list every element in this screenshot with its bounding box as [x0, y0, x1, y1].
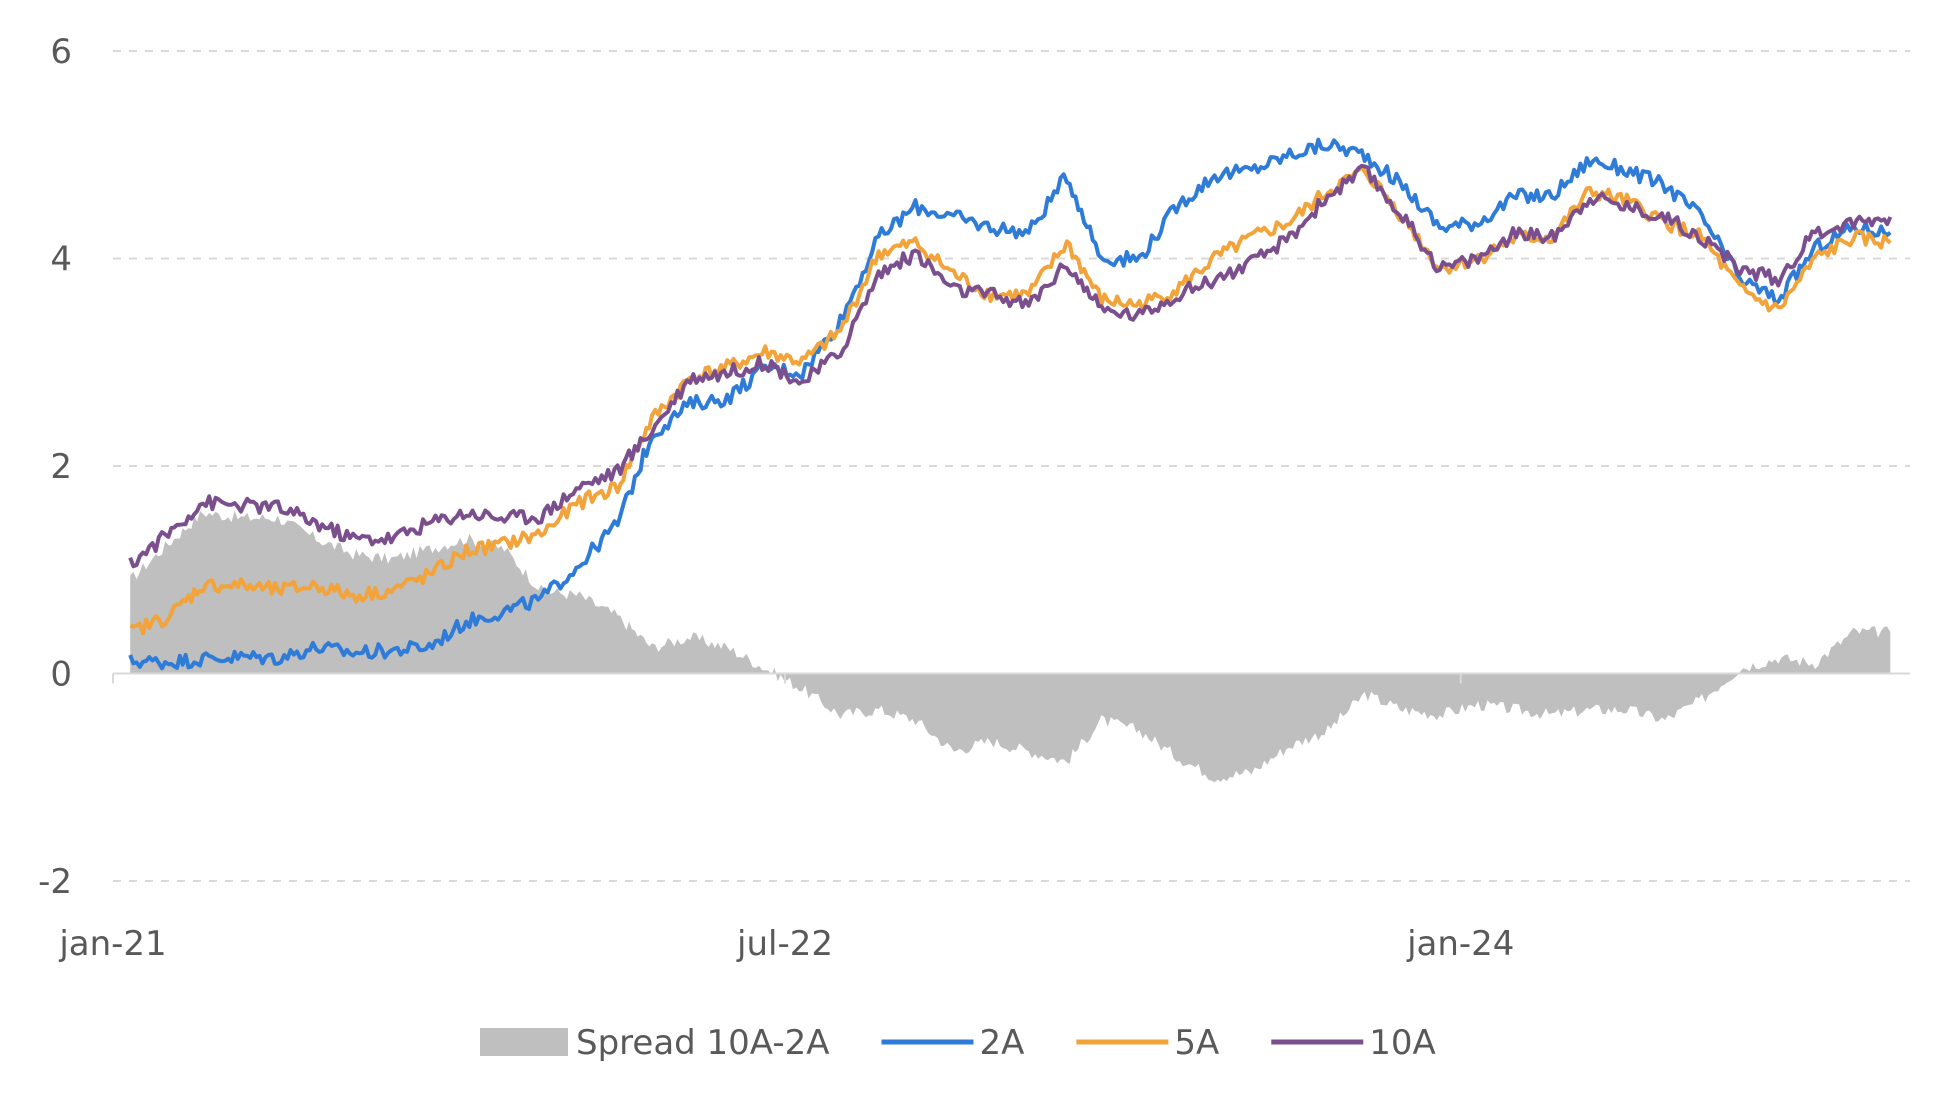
series-line-2a [128, 137, 1892, 671]
y-tick-label: -2 [38, 862, 72, 902]
series-line-5a [129, 164, 1892, 636]
x-tick-label: jan-24 [1406, 924, 1514, 964]
y-tick-label: 4 [50, 240, 72, 280]
y-tick-label: 6 [50, 32, 72, 72]
legend-label: Spread 10A-2A [576, 1023, 829, 1063]
x-axis-tick-labels: jan-21 jul-22 jan-24 [58, 673, 1514, 964]
legend-item: 5A [1076, 1023, 1219, 1063]
series-area-spread [130, 510, 1891, 783]
y-axis-tick-labels: -2 0 2 4 6 [38, 32, 72, 902]
x-tick-label: jul-22 [736, 924, 833, 964]
y-tick-label: 0 [50, 655, 72, 695]
x-tick-label: jan-21 [58, 924, 166, 964]
legend-item: Spread 10A-2A [480, 1023, 829, 1063]
line-series-layer [128, 137, 1893, 671]
legend-swatch [480, 1028, 568, 1056]
grid [113, 50, 1910, 882]
legend-item: 2A [881, 1023, 1024, 1063]
legend-item: 10A [1271, 1023, 1436, 1063]
legend-label: 10A [1369, 1023, 1436, 1063]
legend: Spread 10A-2A 2A 5A 10A [480, 1023, 1436, 1063]
legend-label: 5A [1174, 1023, 1219, 1063]
legend-label: 2A [979, 1023, 1024, 1063]
area-series-layer [130, 510, 1891, 783]
y-tick-label: 2 [50, 447, 72, 487]
series-line-10a [128, 163, 1893, 569]
